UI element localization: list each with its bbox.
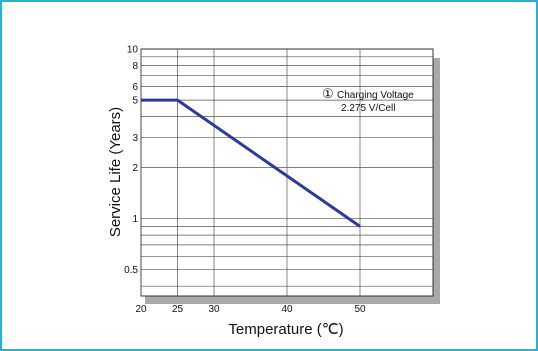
y-tick-label: 1 <box>132 214 138 225</box>
annotation-line-1: Charging Voltage <box>337 90 414 101</box>
x-tick-labels: 20 25 30 40 50 <box>135 304 366 315</box>
x-axis-title: Temperature (℃) <box>228 321 343 338</box>
annotation-marker: ① <box>322 86 334 101</box>
y-tick-label: 2 <box>132 163 138 174</box>
y-tick-labels: 0.5 1 2 3 5 6 8 10 <box>124 45 138 277</box>
y-tick-label: 5 <box>132 96 138 107</box>
y-tick-label: 6 <box>132 82 138 93</box>
x-tick-label: 30 <box>208 304 220 315</box>
x-tick-label: 50 <box>354 304 366 315</box>
y-axis-title: Service Life (Years) <box>107 107 124 237</box>
y-tick-label: 3 <box>132 133 138 144</box>
annotation-line-2: 2.275 V/Cell <box>341 103 395 114</box>
x-tick-label: 40 <box>281 304 293 315</box>
y-tick-label: 0.5 <box>124 265 138 276</box>
series-layer <box>141 98 361 228</box>
grid <box>140 49 433 296</box>
y-tick-label: 10 <box>127 45 139 56</box>
x-tick-label: 25 <box>172 304 184 315</box>
y-tick-label: 8 <box>132 61 138 72</box>
service-life-line <box>141 98 361 228</box>
x-tick-label: 20 <box>135 304 147 315</box>
